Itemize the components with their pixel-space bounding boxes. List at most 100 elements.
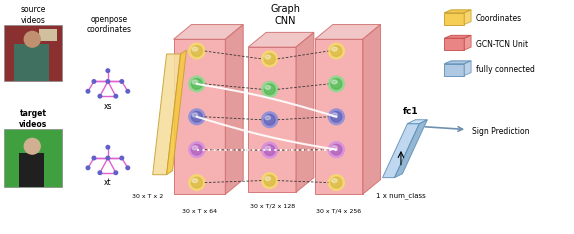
Polygon shape (444, 61, 471, 64)
Polygon shape (363, 25, 381, 194)
Text: fc1: fc1 (402, 107, 418, 116)
Polygon shape (173, 25, 243, 39)
Polygon shape (315, 39, 363, 194)
Text: GCN-TCN Unit: GCN-TCN Unit (476, 40, 528, 49)
Circle shape (264, 114, 275, 125)
Ellipse shape (332, 47, 337, 51)
Circle shape (106, 80, 110, 83)
Bar (39, 29, 57, 41)
Circle shape (331, 79, 342, 89)
Polygon shape (5, 25, 62, 81)
Circle shape (86, 90, 90, 93)
Polygon shape (464, 10, 471, 25)
Polygon shape (296, 32, 314, 192)
Circle shape (191, 144, 202, 155)
Polygon shape (444, 13, 464, 25)
Circle shape (191, 111, 202, 122)
Circle shape (191, 46, 202, 56)
Polygon shape (394, 120, 427, 178)
Text: Graph
CNN: Graph CNN (270, 4, 300, 26)
Text: fully connected: fully connected (476, 65, 535, 74)
Circle shape (331, 111, 342, 122)
Circle shape (189, 43, 205, 59)
Circle shape (92, 80, 96, 83)
Ellipse shape (192, 47, 197, 51)
Polygon shape (464, 61, 471, 76)
Text: Sign Prediction: Sign Prediction (472, 127, 530, 136)
Polygon shape (464, 35, 471, 50)
Polygon shape (444, 38, 464, 50)
Polygon shape (248, 32, 314, 47)
Circle shape (120, 156, 123, 160)
Polygon shape (444, 64, 464, 76)
Ellipse shape (192, 80, 197, 84)
Circle shape (189, 175, 205, 190)
Polygon shape (173, 39, 226, 194)
Polygon shape (408, 120, 427, 124)
Ellipse shape (192, 179, 197, 183)
Text: Coordinates: Coordinates (476, 14, 522, 23)
Polygon shape (444, 35, 471, 38)
Ellipse shape (332, 113, 337, 117)
Ellipse shape (332, 179, 337, 183)
Circle shape (264, 84, 275, 95)
Ellipse shape (192, 146, 197, 150)
Circle shape (126, 90, 130, 93)
Circle shape (328, 175, 344, 190)
Circle shape (262, 142, 278, 158)
Circle shape (98, 95, 102, 98)
Polygon shape (14, 44, 49, 81)
Circle shape (331, 177, 342, 188)
Circle shape (191, 79, 202, 89)
Circle shape (262, 173, 278, 188)
Polygon shape (5, 128, 62, 187)
Circle shape (106, 156, 110, 160)
Polygon shape (226, 25, 243, 194)
Text: xs: xs (104, 102, 112, 110)
Text: source
videos: source videos (21, 5, 46, 25)
Circle shape (331, 46, 342, 56)
Circle shape (106, 69, 110, 73)
Circle shape (262, 112, 278, 128)
Text: 30 x T x 64: 30 x T x 64 (182, 208, 217, 213)
Polygon shape (248, 47, 296, 192)
Text: 1 x num_class: 1 x num_class (376, 192, 426, 199)
Circle shape (189, 76, 205, 92)
Circle shape (24, 31, 40, 47)
Circle shape (331, 144, 342, 155)
Text: target
videos: target videos (19, 109, 48, 129)
Ellipse shape (332, 80, 337, 84)
Circle shape (262, 81, 278, 97)
Polygon shape (153, 54, 180, 175)
Polygon shape (382, 124, 420, 178)
Circle shape (328, 43, 344, 59)
Circle shape (126, 166, 130, 170)
Circle shape (191, 177, 202, 188)
Ellipse shape (265, 85, 270, 89)
Text: openpose
coordinates: openpose coordinates (86, 15, 131, 34)
Ellipse shape (265, 146, 270, 150)
Text: 30 x T/2 x 128: 30 x T/2 x 128 (250, 204, 294, 209)
Text: xt: xt (104, 178, 112, 187)
Text: 30 x T/4 x 256: 30 x T/4 x 256 (316, 208, 361, 213)
Circle shape (189, 109, 205, 125)
Circle shape (120, 80, 123, 83)
Ellipse shape (265, 55, 270, 59)
Circle shape (106, 146, 110, 149)
Circle shape (114, 95, 118, 98)
Circle shape (86, 166, 90, 170)
Circle shape (114, 171, 118, 175)
Circle shape (24, 138, 40, 154)
Circle shape (328, 109, 344, 125)
Polygon shape (166, 50, 187, 175)
Text: 30 x T x 2: 30 x T x 2 (132, 194, 163, 199)
Circle shape (328, 142, 344, 157)
Polygon shape (20, 153, 44, 187)
Polygon shape (444, 10, 471, 13)
Polygon shape (315, 25, 381, 39)
Ellipse shape (192, 113, 197, 117)
Circle shape (189, 142, 205, 157)
Circle shape (262, 51, 278, 67)
Circle shape (264, 145, 275, 156)
Circle shape (328, 76, 344, 92)
